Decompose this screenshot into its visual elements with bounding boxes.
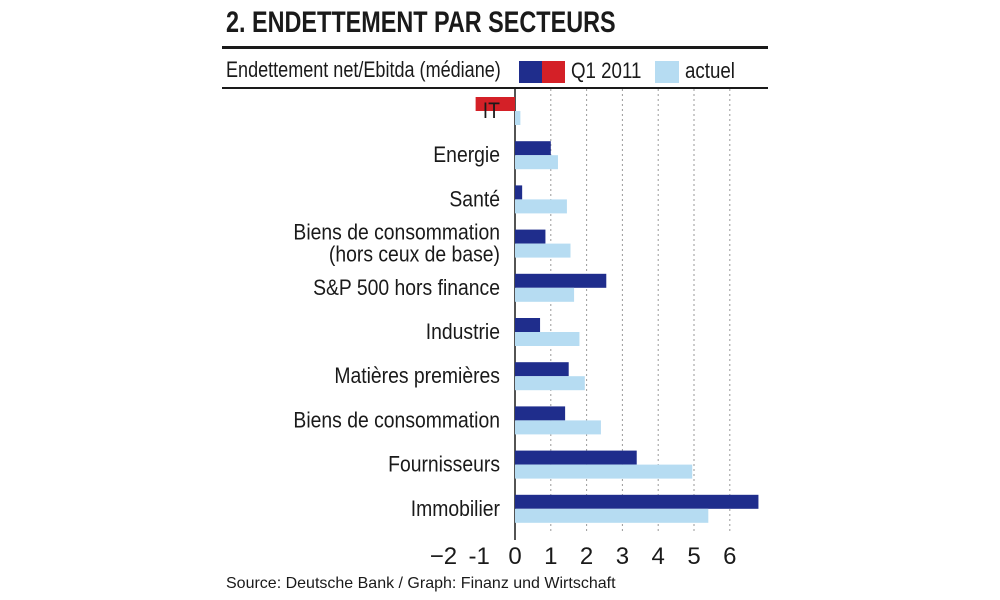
legend-swatch-q1-positive: [519, 61, 542, 83]
category-label: Biens de consommation: [293, 408, 500, 432]
bar-q1: [515, 406, 566, 421]
category-label: IT: [483, 99, 501, 123]
bar-current: [515, 376, 585, 391]
bar-q1: [515, 229, 546, 244]
legend-label-q1: Q1 2011: [571, 58, 642, 83]
x-tick-label: 2: [580, 543, 593, 569]
bar-current: [515, 111, 521, 125]
category-label: Fournisseurs: [388, 452, 500, 476]
category-label: Immobilier: [411, 497, 500, 521]
bar-q1: [515, 141, 551, 156]
x-tick-label: −2: [430, 543, 457, 569]
legend-swatch-current: [655, 61, 679, 83]
bar-current: [515, 199, 567, 214]
bar-current: [515, 464, 693, 479]
category-label: Energie: [433, 143, 500, 167]
legend-swatch-q1-negative: [542, 61, 565, 83]
bar-current: [515, 287, 575, 302]
bar-current: [515, 332, 580, 346]
bar-q1: [515, 450, 637, 465]
bar-current: [515, 155, 558, 170]
bar-q1: [515, 185, 523, 200]
x-tick-label: -1: [469, 543, 490, 569]
bar-current: [515, 420, 601, 435]
category-label: Santé: [449, 187, 500, 211]
chart-subtitle: Endettement net/Ebitda (médiane): [226, 57, 501, 82]
bar-q1: [515, 318, 541, 332]
legend-label-current: actuel: [685, 58, 735, 83]
header-rule: [222, 87, 768, 89]
x-tick-label: 1: [544, 543, 557, 569]
x-tick-label: 6: [723, 543, 736, 569]
title-rule: [222, 46, 768, 49]
category-label: Biens de consommation: [293, 220, 500, 244]
chart-title: 2. ENDETTEMENT PAR SECTEURS: [226, 6, 616, 39]
category-label: (hors ceux de base): [329, 242, 500, 266]
category-label: S&P 500 hors finance: [313, 276, 500, 300]
x-tick-label: 0: [508, 543, 521, 569]
category-label: Industrie: [426, 320, 500, 344]
x-tick-label: 5: [687, 543, 700, 569]
bar-q1: [475, 97, 515, 111]
x-tick-label: 4: [652, 543, 665, 569]
bar-current: [515, 508, 709, 523]
bar-q1: [515, 494, 759, 509]
source-note: Source: Deutsche Bank / Graph: Finanz un…: [226, 575, 616, 592]
bar-q1: [515, 273, 607, 288]
category-label: Matières premières: [334, 364, 500, 388]
chart-panel: 2. ENDETTEMENT PAR SECTEURS Endettement …: [222, 0, 768, 600]
bar-current: [515, 243, 571, 258]
x-tick-label: 3: [616, 543, 629, 569]
bar-q1: [515, 362, 569, 377]
